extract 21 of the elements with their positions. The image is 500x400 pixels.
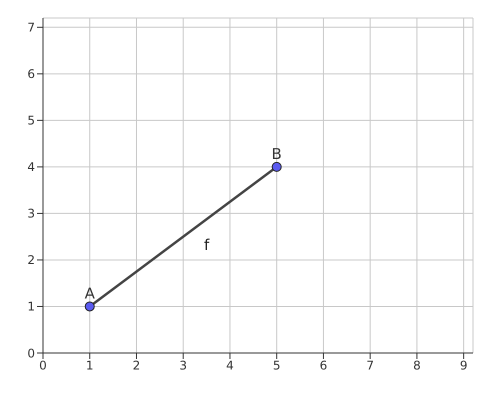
x-tick-label: 6	[320, 358, 328, 373]
y-tick-label: 6	[27, 67, 35, 82]
annotation: B	[272, 144, 282, 163]
x-tick-label: 0	[39, 358, 47, 373]
y-tick-label: 7	[27, 20, 35, 35]
x-tick-label: 2	[132, 358, 140, 373]
x-tick-label: 7	[366, 358, 374, 373]
y-tick-label: 1	[27, 300, 35, 314]
x-tick-label: 1	[86, 358, 94, 373]
x-tick-label: 3	[179, 358, 188, 373]
annotation: A	[84, 284, 96, 302]
y-tick-label: 4	[27, 160, 35, 174]
y-tick-label: 3	[27, 206, 35, 221]
annotation: f	[204, 236, 210, 254]
x-tick-label: 4	[226, 358, 234, 373]
x-tick-label: 9	[460, 358, 468, 373]
x-tick-label: 8	[413, 358, 421, 373]
y-tick-label: 2	[27, 253, 35, 268]
y-tick-label: 0	[27, 346, 35, 360]
y-tick-label: 5	[27, 114, 35, 128]
x-tick-label: 5	[272, 358, 281, 373]
